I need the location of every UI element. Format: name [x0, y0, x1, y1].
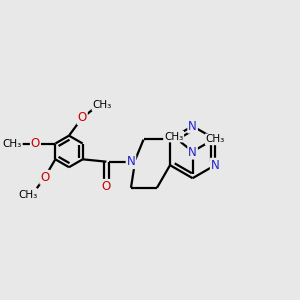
Text: O: O [40, 171, 50, 184]
Text: N: N [188, 120, 197, 133]
Text: CH₃: CH₃ [206, 134, 225, 144]
Text: CH₃: CH₃ [164, 131, 183, 142]
Text: N: N [188, 146, 197, 159]
Text: O: O [102, 180, 111, 193]
Text: O: O [78, 111, 87, 124]
Text: CH₃: CH₃ [18, 190, 38, 200]
Text: N: N [127, 155, 135, 168]
Text: N: N [211, 159, 220, 172]
Text: CH₃: CH₃ [92, 100, 112, 110]
Text: O: O [31, 137, 40, 150]
Text: CH₃: CH₃ [3, 139, 22, 148]
